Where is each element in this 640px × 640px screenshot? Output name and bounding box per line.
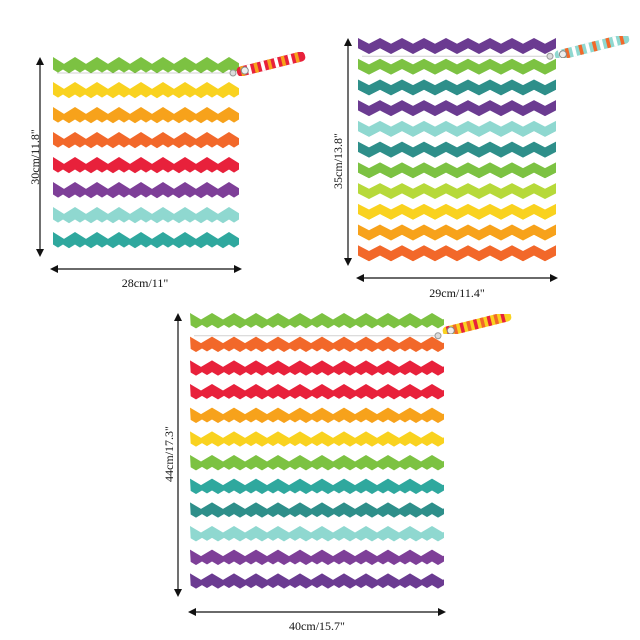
handle-stripe (287, 53, 294, 65)
chevron-stripe (358, 48, 556, 65)
chevron-stripe (358, 100, 556, 117)
handle-stripe (605, 37, 612, 49)
chevron-stripe (358, 234, 556, 251)
large-width-label: 40cm/15.7" (289, 619, 345, 633)
snap-button (446, 326, 455, 335)
chevron-pattern (358, 38, 556, 266)
handle-stripe (253, 62, 260, 73)
handle-stripe (452, 324, 459, 335)
small-wet-bag (53, 57, 239, 257)
handle-stripe (591, 41, 598, 52)
chevron-stripe (358, 203, 556, 220)
handle-stripe (612, 35, 618, 47)
handle-stripe (618, 34, 625, 45)
small-width-arrow (50, 265, 242, 273)
chevron-stripe (358, 58, 556, 75)
handle-stripe (571, 46, 578, 57)
handle-stripe (500, 312, 506, 323)
chevron-stripe (53, 244, 239, 257)
medium-wet-bag (358, 38, 556, 266)
chevron-stripe (358, 214, 556, 231)
zipper-pull (229, 69, 237, 77)
medium-width-arrow (356, 274, 558, 282)
handle-stripe (564, 47, 571, 59)
medium-bag-handle (550, 33, 634, 63)
handle-stripe (266, 59, 273, 70)
handle-stripe (260, 60, 266, 72)
medium-height-arrow (344, 38, 352, 266)
chevron-stripe (358, 193, 556, 210)
snap-button (240, 66, 249, 75)
handle-stripe (280, 55, 287, 67)
handle-stripe (294, 52, 300, 63)
chevron-stripe (358, 79, 556, 96)
chevron-stripe (358, 255, 556, 266)
chevron-stripe (358, 245, 556, 262)
large-height-arrow (174, 313, 182, 597)
large-bag-handle (438, 311, 516, 339)
medium-height-label: 35cm/13.8" (331, 133, 345, 189)
handle-stripe (466, 320, 472, 332)
small-height-arrow (36, 57, 44, 257)
chevron-stripe (358, 224, 556, 241)
zipper-pull (546, 52, 554, 60)
snap-button (558, 50, 567, 59)
chevron-pattern (190, 313, 444, 597)
large-width-arrow (188, 608, 446, 616)
handle-stripe (584, 42, 591, 54)
small-width-label: 28cm/11" (121, 276, 169, 290)
handle-stripe (493, 313, 500, 325)
chevron-stripe (358, 183, 556, 200)
chevron-stripe (358, 38, 556, 55)
small-bag-handle (232, 51, 310, 81)
handle-stripe (598, 39, 605, 50)
chevron-stripe (358, 141, 556, 158)
handle-stripe (479, 317, 486, 328)
zipper-pull (434, 332, 442, 340)
chevron-pattern (53, 57, 239, 257)
chevron-stripe (358, 152, 556, 169)
handle-stripe (459, 322, 466, 333)
medium-width-label: 29cm/11.4" (429, 286, 485, 300)
small-height-label: 30cm/11.8" (28, 129, 42, 185)
chevron-stripe (358, 110, 556, 127)
large-height-label: 44cm/17.3" (162, 426, 176, 482)
handle-stripe (246, 64, 253, 75)
chevron-stripe (358, 120, 556, 137)
chevron-stripe (358, 131, 556, 148)
handle-stripe (578, 44, 584, 55)
chevron-stripe (358, 69, 556, 86)
large-wet-bag (190, 313, 444, 597)
handle-stripe (472, 319, 479, 330)
handle-stripe (273, 57, 280, 68)
chevron-stripe (358, 162, 556, 179)
handle-stripe (486, 315, 493, 327)
chevron-stripe (358, 89, 556, 106)
chevron-stripe (358, 172, 556, 189)
chevron-stripe (190, 585, 444, 597)
